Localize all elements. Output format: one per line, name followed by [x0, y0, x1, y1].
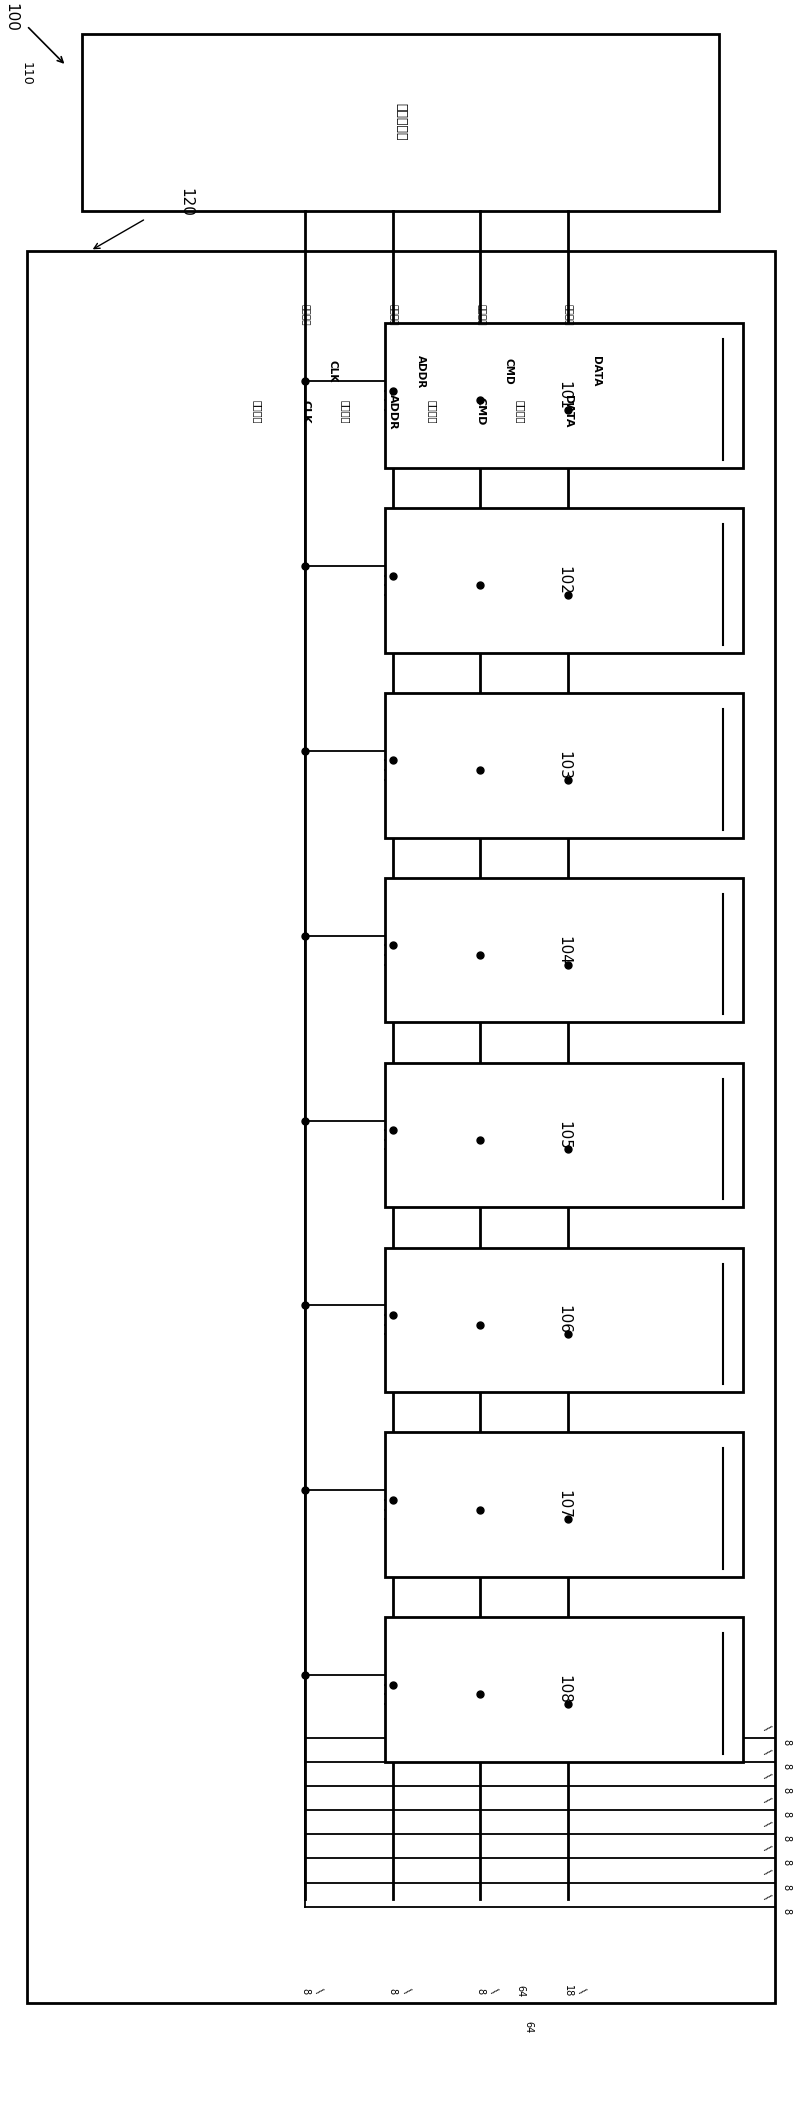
Text: CMD: CMD	[503, 357, 513, 384]
Text: 8: 8	[782, 1859, 792, 1866]
Text: 120: 120	[178, 189, 194, 216]
Text: /: /	[578, 1985, 587, 1996]
Text: 8: 8	[782, 1811, 792, 1817]
Text: /: /	[314, 1985, 324, 1996]
Bar	[385, 508, 743, 653]
Text: 8: 8	[782, 1788, 792, 1792]
Text: 8: 8	[388, 1988, 398, 1994]
Text: ADDR: ADDR	[388, 393, 398, 429]
Text: 108: 108	[556, 1674, 571, 1704]
Bar	[385, 1248, 743, 1393]
Text: 103: 103	[556, 750, 571, 779]
Text: 107: 107	[556, 1490, 571, 1519]
Text: 64: 64	[523, 2021, 533, 2034]
Text: CLK: CLK	[300, 399, 310, 422]
Bar	[385, 878, 743, 1023]
Text: DATA: DATA	[562, 395, 573, 429]
Text: 102: 102	[556, 565, 571, 595]
Text: 时钟总线: 时钟总线	[301, 305, 310, 326]
Bar	[385, 1063, 743, 1208]
Text: 100: 100	[3, 4, 18, 32]
Text: CLK: CLK	[328, 359, 338, 382]
Bar	[26, 250, 774, 2002]
Text: /: /	[762, 1868, 772, 1878]
Text: 存储控制器: 存储控制器	[394, 103, 407, 141]
Bar	[82, 34, 719, 210]
Text: DATA: DATA	[590, 357, 601, 387]
Bar	[385, 693, 743, 838]
Text: 64: 64	[515, 1985, 525, 1998]
Text: 地址总线: 地址总线	[340, 399, 350, 422]
Text: 104: 104	[556, 935, 571, 964]
Text: 105: 105	[556, 1120, 571, 1149]
Text: /: /	[402, 1985, 412, 1996]
Text: 110: 110	[20, 63, 33, 86]
Text: /: /	[762, 1723, 772, 1733]
Text: 数据总线: 数据总线	[563, 305, 572, 326]
Bar	[385, 324, 743, 469]
Text: ADDR: ADDR	[415, 355, 426, 389]
Text: 8: 8	[300, 1988, 310, 1994]
Text: /: /	[762, 1819, 772, 1830]
Text: 8: 8	[782, 1908, 792, 1914]
Bar	[385, 1433, 743, 1578]
Text: /: /	[490, 1985, 499, 1996]
Text: /: /	[762, 1796, 772, 1805]
Text: /: /	[762, 1771, 772, 1782]
Text: 8: 8	[782, 1740, 792, 1746]
Text: 时钟总线: 时钟总线	[252, 399, 262, 422]
Text: 8: 8	[475, 1988, 486, 1994]
Text: 地址总线: 地址总线	[388, 305, 397, 326]
Text: 8: 8	[782, 1882, 792, 1889]
Text: CMD: CMD	[475, 397, 486, 427]
Text: /: /	[762, 1845, 772, 1853]
Text: /: /	[762, 1748, 772, 1756]
Text: /: /	[762, 1893, 772, 1901]
Bar	[385, 1618, 743, 1763]
Text: 101: 101	[556, 380, 571, 410]
Text: 命令总线: 命令总线	[427, 399, 438, 422]
Text: 数据总线: 数据总线	[515, 399, 525, 422]
Text: 106: 106	[556, 1305, 571, 1334]
Text: 18: 18	[562, 1985, 573, 1998]
Text: 8: 8	[782, 1836, 792, 1840]
Text: 8: 8	[782, 1763, 792, 1769]
Text: 命令总线: 命令总线	[476, 305, 485, 326]
